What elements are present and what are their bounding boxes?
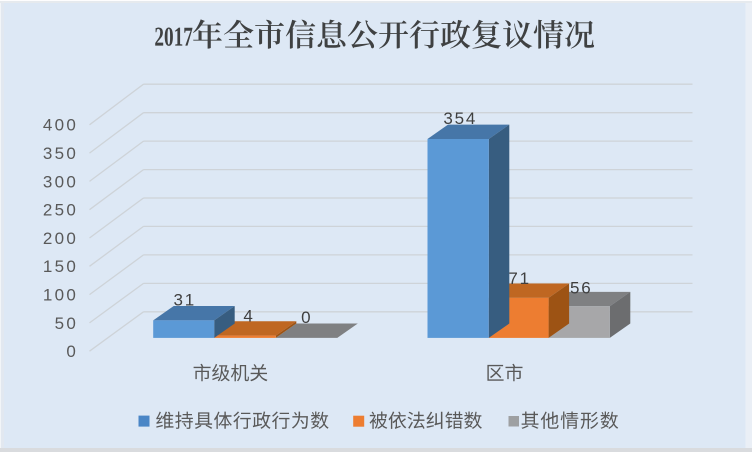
svg-text:300: 300: [43, 172, 78, 191]
svg-text:0: 0: [66, 342, 78, 361]
svg-text:0: 0: [301, 308, 312, 327]
svg-text:100: 100: [43, 286, 78, 305]
svg-text:50: 50: [55, 314, 79, 333]
svg-text:4: 4: [243, 306, 254, 325]
svg-text:400: 400: [43, 116, 78, 135]
svg-text:350: 350: [43, 144, 78, 163]
svg-text:56: 56: [570, 279, 593, 298]
svg-text:200: 200: [43, 229, 78, 248]
svg-text:250: 250: [43, 201, 78, 220]
svg-text:150: 150: [43, 257, 78, 276]
svg-text:354: 354: [443, 109, 477, 128]
svg-text:71: 71: [508, 269, 531, 288]
svg-text:31: 31: [174, 291, 197, 310]
